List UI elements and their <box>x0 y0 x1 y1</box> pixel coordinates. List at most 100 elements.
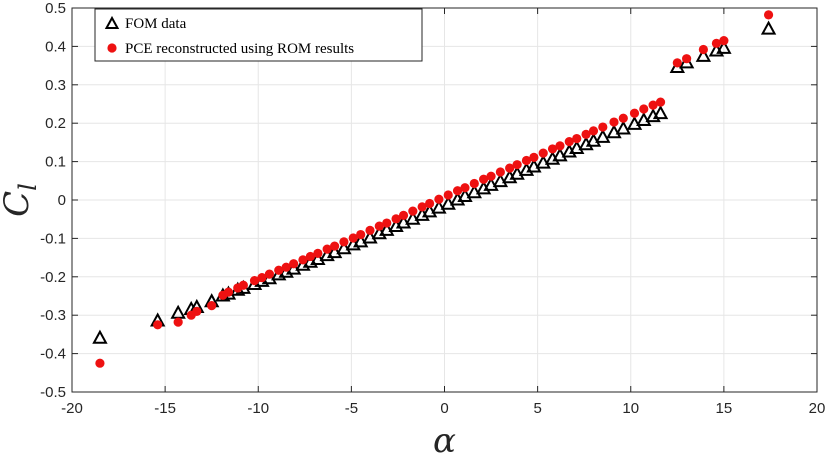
pce-point <box>648 100 658 110</box>
pce-point <box>257 272 267 283</box>
legend-label-pce: PCE reconstructed using ROM results <box>125 41 354 57</box>
pce-point <box>298 255 308 265</box>
legend: FOM data PCE reconstructed using ROM res… <box>94 8 423 62</box>
fom-point <box>483 176 499 191</box>
pce-point <box>434 194 444 204</box>
y-axis-label-main: C <box>0 191 37 217</box>
x-tick-label: 20 <box>809 400 826 417</box>
pce-point <box>443 190 453 200</box>
pce-point <box>356 229 366 240</box>
legend-triangle-marker <box>104 15 120 29</box>
pce-point <box>479 174 489 184</box>
x-tick-label: 5 <box>533 400 541 417</box>
x-tick-label: 0 <box>440 400 448 417</box>
fom-point <box>326 244 343 259</box>
fom-point <box>509 165 525 180</box>
fom-point <box>606 124 622 139</box>
pce-point <box>374 221 384 231</box>
x-tick-label: -15 <box>154 400 176 417</box>
pce-point <box>264 269 275 279</box>
y-tick-label: 0.2 <box>45 115 66 132</box>
pce-point <box>581 129 591 139</box>
legend-label-fom: FOM data <box>125 16 187 32</box>
pce-point <box>452 186 463 196</box>
pce-point <box>322 244 332 254</box>
pce-point <box>223 287 234 297</box>
y-tick-label: -0.3 <box>40 307 66 324</box>
fom-point <box>760 20 777 35</box>
fom-point <box>716 39 732 54</box>
pce-point <box>425 198 435 209</box>
pce-point <box>719 36 729 46</box>
fom-point <box>379 221 395 236</box>
pce-point <box>249 276 260 286</box>
pce-point <box>495 167 505 177</box>
pce-point <box>486 171 496 181</box>
fom-point <box>552 147 568 162</box>
pce-point <box>460 183 470 193</box>
pce-point <box>672 58 682 68</box>
fom-point <box>457 187 473 203</box>
x-tick-labels: -20 -15 -10 -5 0 5 10 15 20 <box>61 400 825 417</box>
fom-point <box>595 128 611 143</box>
fom-point <box>395 214 412 229</box>
pce-point <box>639 104 649 114</box>
fom-point <box>466 184 482 199</box>
fom-point <box>615 120 631 135</box>
x-tick-label: -10 <box>247 400 269 417</box>
pce-point <box>711 38 722 48</box>
y-tick-label: 0.1 <box>45 154 66 171</box>
pce-point <box>538 148 548 158</box>
x-axis-label: α <box>433 421 456 457</box>
fom-point <box>310 250 326 266</box>
fom-point <box>405 210 421 225</box>
fom-point <box>535 154 551 169</box>
fom-point <box>569 139 585 155</box>
pce-point <box>339 237 349 247</box>
fom-point <box>492 172 509 188</box>
legend-box <box>94 8 423 62</box>
pce-point <box>588 126 599 136</box>
pce-point <box>682 54 692 64</box>
y-tick-labels: -0.5 -0.4 -0.3 -0.2 -0.1 0 0.1 0.2 0.3 0.4 0.5 <box>40 0 66 401</box>
x-tick-label: 15 <box>716 400 733 417</box>
y-axis-label-subscript: l <box>14 183 42 191</box>
y-tick-label: 0.3 <box>45 77 66 94</box>
fom-point <box>585 132 602 147</box>
y-axis-label: Cl <box>0 183 42 217</box>
y-tick-label: 0.5 <box>45 0 66 17</box>
fom-point <box>652 105 669 120</box>
pce-point <box>365 225 375 235</box>
fom-point <box>353 233 369 248</box>
pce-point <box>564 137 574 147</box>
fom-point <box>431 199 447 214</box>
fom-point <box>92 329 108 344</box>
pce-point <box>521 155 532 166</box>
x-tick-label: -5 <box>345 400 358 417</box>
fom-point <box>336 240 352 255</box>
fom-point <box>421 203 438 218</box>
pce-point <box>408 206 418 216</box>
pce-point <box>655 97 666 107</box>
pce-point <box>629 108 640 118</box>
pce-point <box>281 262 291 272</box>
y-tick-label: -0.2 <box>40 269 66 286</box>
pce-point <box>207 301 217 311</box>
x-tick-label: 10 <box>622 400 639 417</box>
x-tick-label: -20 <box>61 400 83 417</box>
fom-point <box>626 115 643 130</box>
pce-point <box>382 218 392 228</box>
fom-point <box>695 47 712 62</box>
fom-point <box>526 158 542 173</box>
pce-point <box>173 317 183 327</box>
pce-point <box>598 122 608 132</box>
pce-point <box>417 202 427 212</box>
y-tick-label: 0 <box>58 192 66 209</box>
pce-point <box>95 358 105 368</box>
pce-point <box>305 251 315 262</box>
pce-point <box>391 214 401 224</box>
pce-point <box>192 306 202 316</box>
pce-point <box>238 280 248 290</box>
pce-point <box>572 133 582 144</box>
